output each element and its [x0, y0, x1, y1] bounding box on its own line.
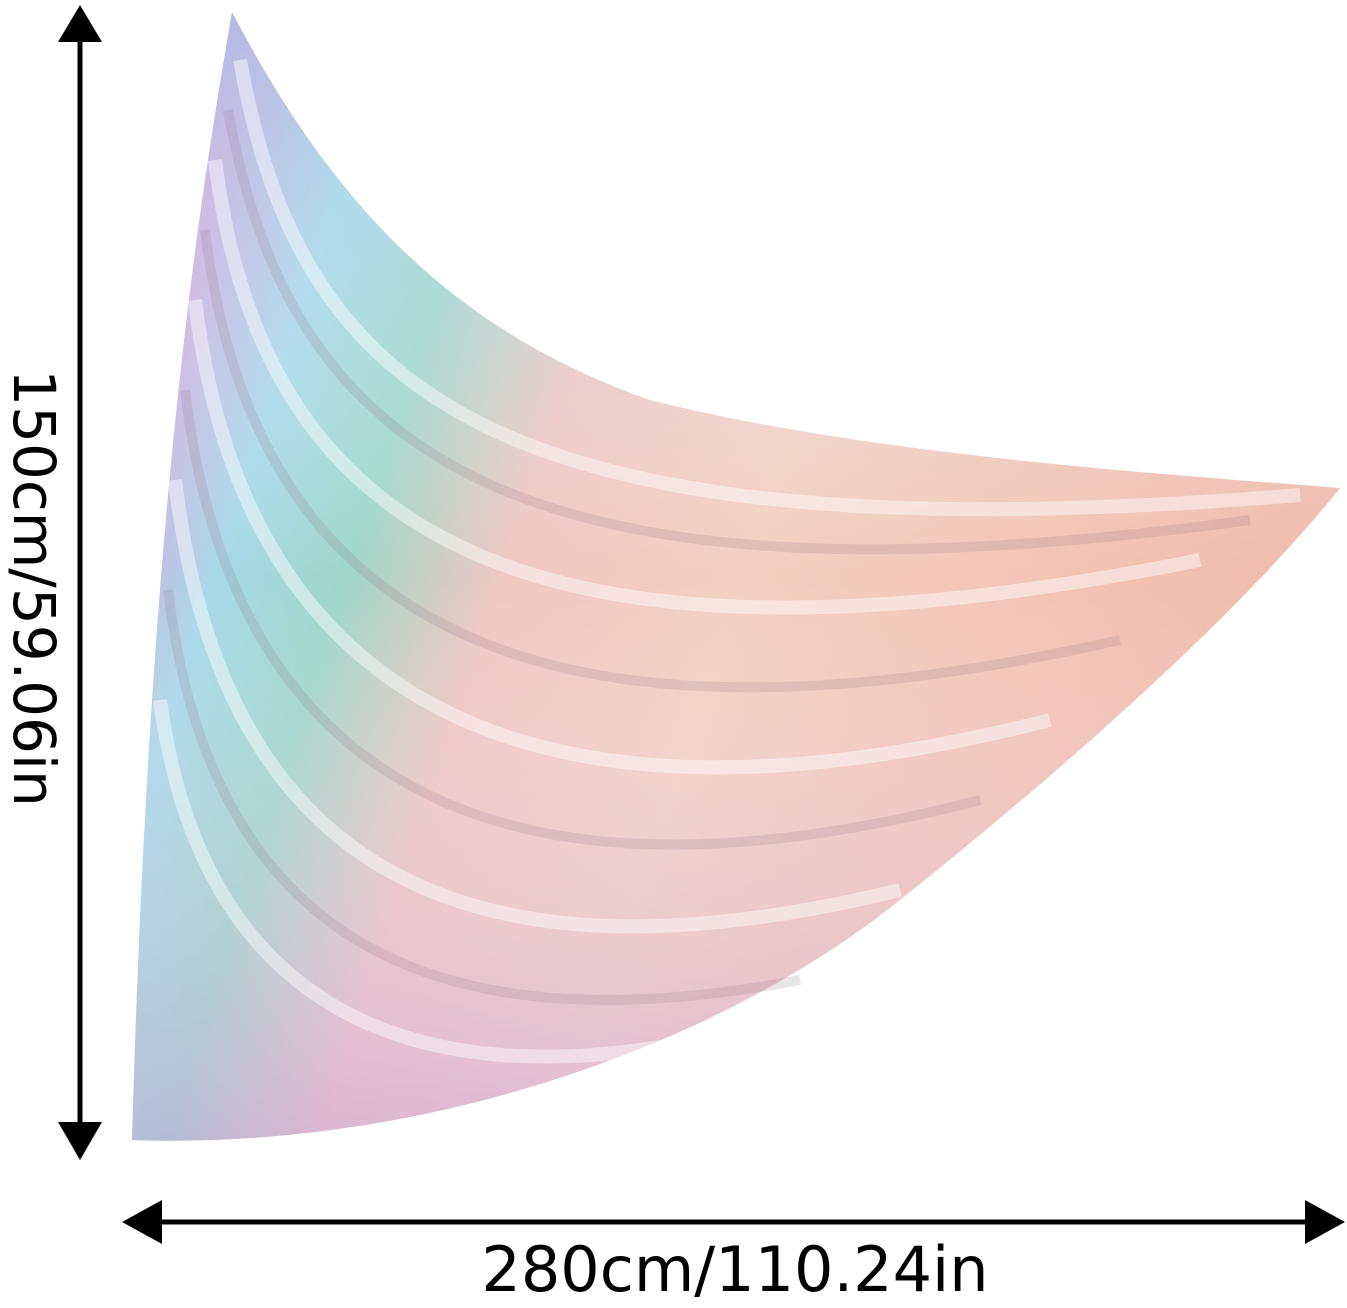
- height-label: 150cm/59.06in: [0, 369, 68, 807]
- arrow-head: [58, 1122, 102, 1160]
- arrow-head: [58, 5, 102, 42]
- height-arrow: [58, 5, 102, 1160]
- fabric-folds: [153, 58, 1301, 1064]
- fabric-shading: [132, 12, 1340, 1141]
- arrow-head: [1305, 1200, 1345, 1244]
- width-arrow: [122, 1200, 1345, 1244]
- arrow-head: [122, 1200, 162, 1244]
- fabric: [132, 12, 1340, 1141]
- width-label: 280cm/110.24in: [481, 1233, 988, 1306]
